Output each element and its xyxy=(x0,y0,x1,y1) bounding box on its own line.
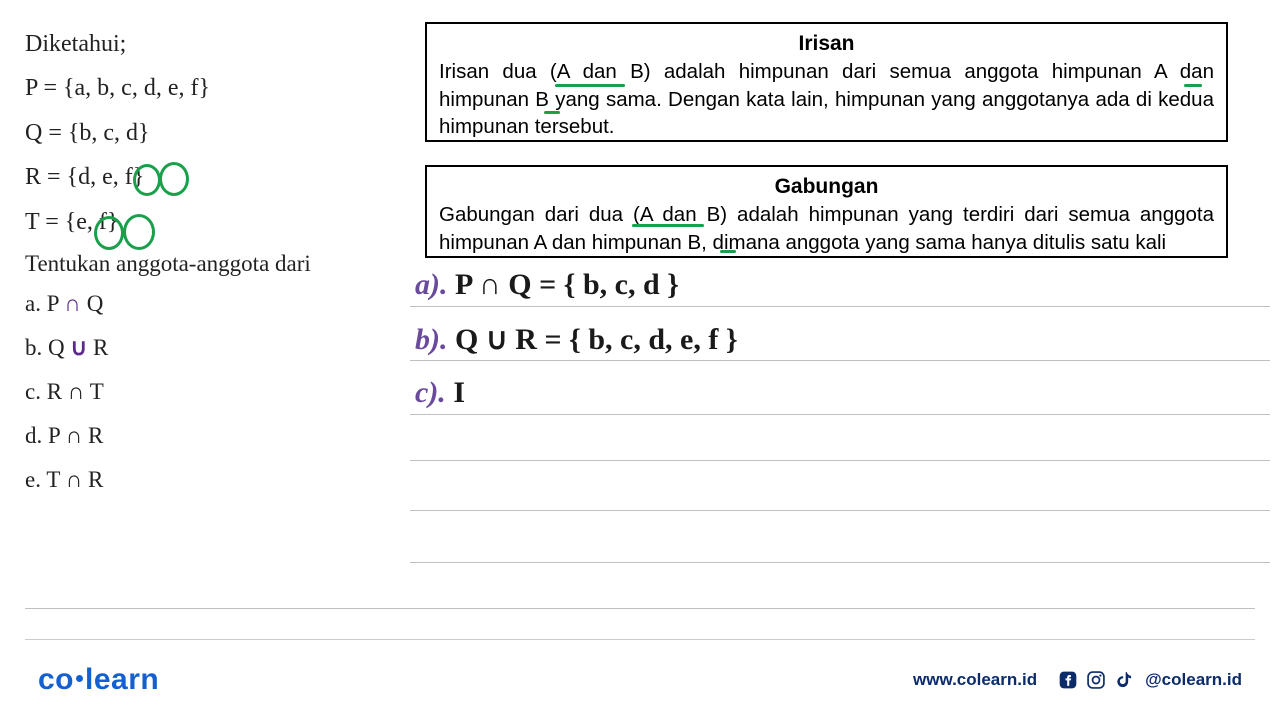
hw-body: I xyxy=(453,376,465,409)
question-d: d. P ∩ R xyxy=(25,417,405,455)
question-c: c. R ∩ T xyxy=(25,373,405,411)
instagram-icon xyxy=(1085,669,1107,691)
q-prefix: d. xyxy=(25,423,42,448)
social-handle: @colearn.id xyxy=(1145,670,1242,690)
annotation-underline xyxy=(720,250,736,253)
brand-logo: colearn xyxy=(38,663,159,697)
set-p: P = {a, b, c, d, e, f} xyxy=(25,69,405,107)
question-b: b. Q ∪ R xyxy=(25,329,405,367)
annotation-underline xyxy=(555,84,625,87)
annotation-circle xyxy=(123,214,155,250)
facebook-icon xyxy=(1057,669,1079,691)
rule-line xyxy=(410,306,1270,307)
hw-prefix: b). xyxy=(415,323,448,356)
annotation-circle xyxy=(94,216,124,250)
logo-dot-icon xyxy=(76,675,83,682)
handwritten-answer-c: c). I xyxy=(415,376,465,410)
definition-box-irisan: Irisan Irisan dua (A dan B) adalah himpu… xyxy=(425,22,1228,142)
annotation-circle xyxy=(133,164,161,196)
set-r: R = {d, e, f} xyxy=(25,158,405,196)
problem-statement: Diketahui; P = {a, b, c, d, e, f} Q = {b… xyxy=(25,25,405,505)
tiktok-icon xyxy=(1113,669,1135,691)
question-e: e. T ∩ R xyxy=(25,461,405,499)
q-prefix: e. xyxy=(25,467,41,492)
q-prefix: b. xyxy=(25,335,42,360)
rule-line xyxy=(410,460,1270,461)
rule-line xyxy=(410,562,1270,563)
box-title: Irisan xyxy=(439,32,1214,56)
problem-header: Diketahui; xyxy=(25,25,405,63)
box-body: Irisan dua (A dan B) adalah himpunan dar… xyxy=(439,58,1214,141)
box-body: Gabungan dari dua (A dan B) adalah himpu… xyxy=(439,201,1214,256)
annotation-circle xyxy=(159,162,189,196)
rule-line xyxy=(410,414,1270,415)
q-body: Q ∪ R xyxy=(48,335,108,360)
hw-body: Q ∪ R = { b, c, d, e, f } xyxy=(455,323,738,356)
q-body: P ∩ Q xyxy=(47,291,104,316)
annotation-underline xyxy=(632,224,704,227)
social-icons: @colearn.id xyxy=(1057,669,1242,691)
set-q: Q = {b, c, d} xyxy=(25,114,405,152)
set-t: T = {e, f} xyxy=(25,203,405,241)
hw-body: P ∩ Q = { b, c, d } xyxy=(455,268,679,301)
footer: colearn www.colearn.id @colearn.id xyxy=(0,640,1280,720)
hw-prefix: a). xyxy=(415,268,448,301)
q-body: T ∩ R xyxy=(46,467,103,492)
box-title: Gabungan xyxy=(439,175,1214,199)
logo-part-1: co xyxy=(38,663,74,696)
q-prefix: a. xyxy=(25,291,41,316)
q-body: R ∩ T xyxy=(47,379,104,404)
footer-right: www.colearn.id @colearn.id xyxy=(913,669,1242,691)
union-symbol: ∪ xyxy=(70,335,87,360)
hw-prefix: c). xyxy=(415,376,446,409)
rule-line xyxy=(410,360,1270,361)
definition-box-gabungan: Gabungan Gabungan dari dua (A dan B) ada… xyxy=(425,165,1228,258)
annotation-underline xyxy=(544,111,560,114)
question-prompt: Tentukan anggota-anggota dari xyxy=(25,251,405,277)
rule-line xyxy=(25,608,1255,609)
intersection-symbol: ∩ xyxy=(64,291,81,316)
q-body: P ∩ R xyxy=(48,423,103,448)
question-a: a. P ∩ Q xyxy=(25,285,405,323)
footer-url: www.colearn.id xyxy=(913,670,1037,690)
handwritten-answer-b: b). Q ∪ R = { b, c, d, e, f } xyxy=(415,322,738,357)
annotation-underline xyxy=(1184,84,1202,87)
q-prefix: c. xyxy=(25,379,41,404)
logo-part-2: learn xyxy=(85,663,159,696)
handwritten-answer-a: a). P ∩ Q = { b, c, d } xyxy=(415,268,679,302)
rule-line xyxy=(410,510,1270,511)
